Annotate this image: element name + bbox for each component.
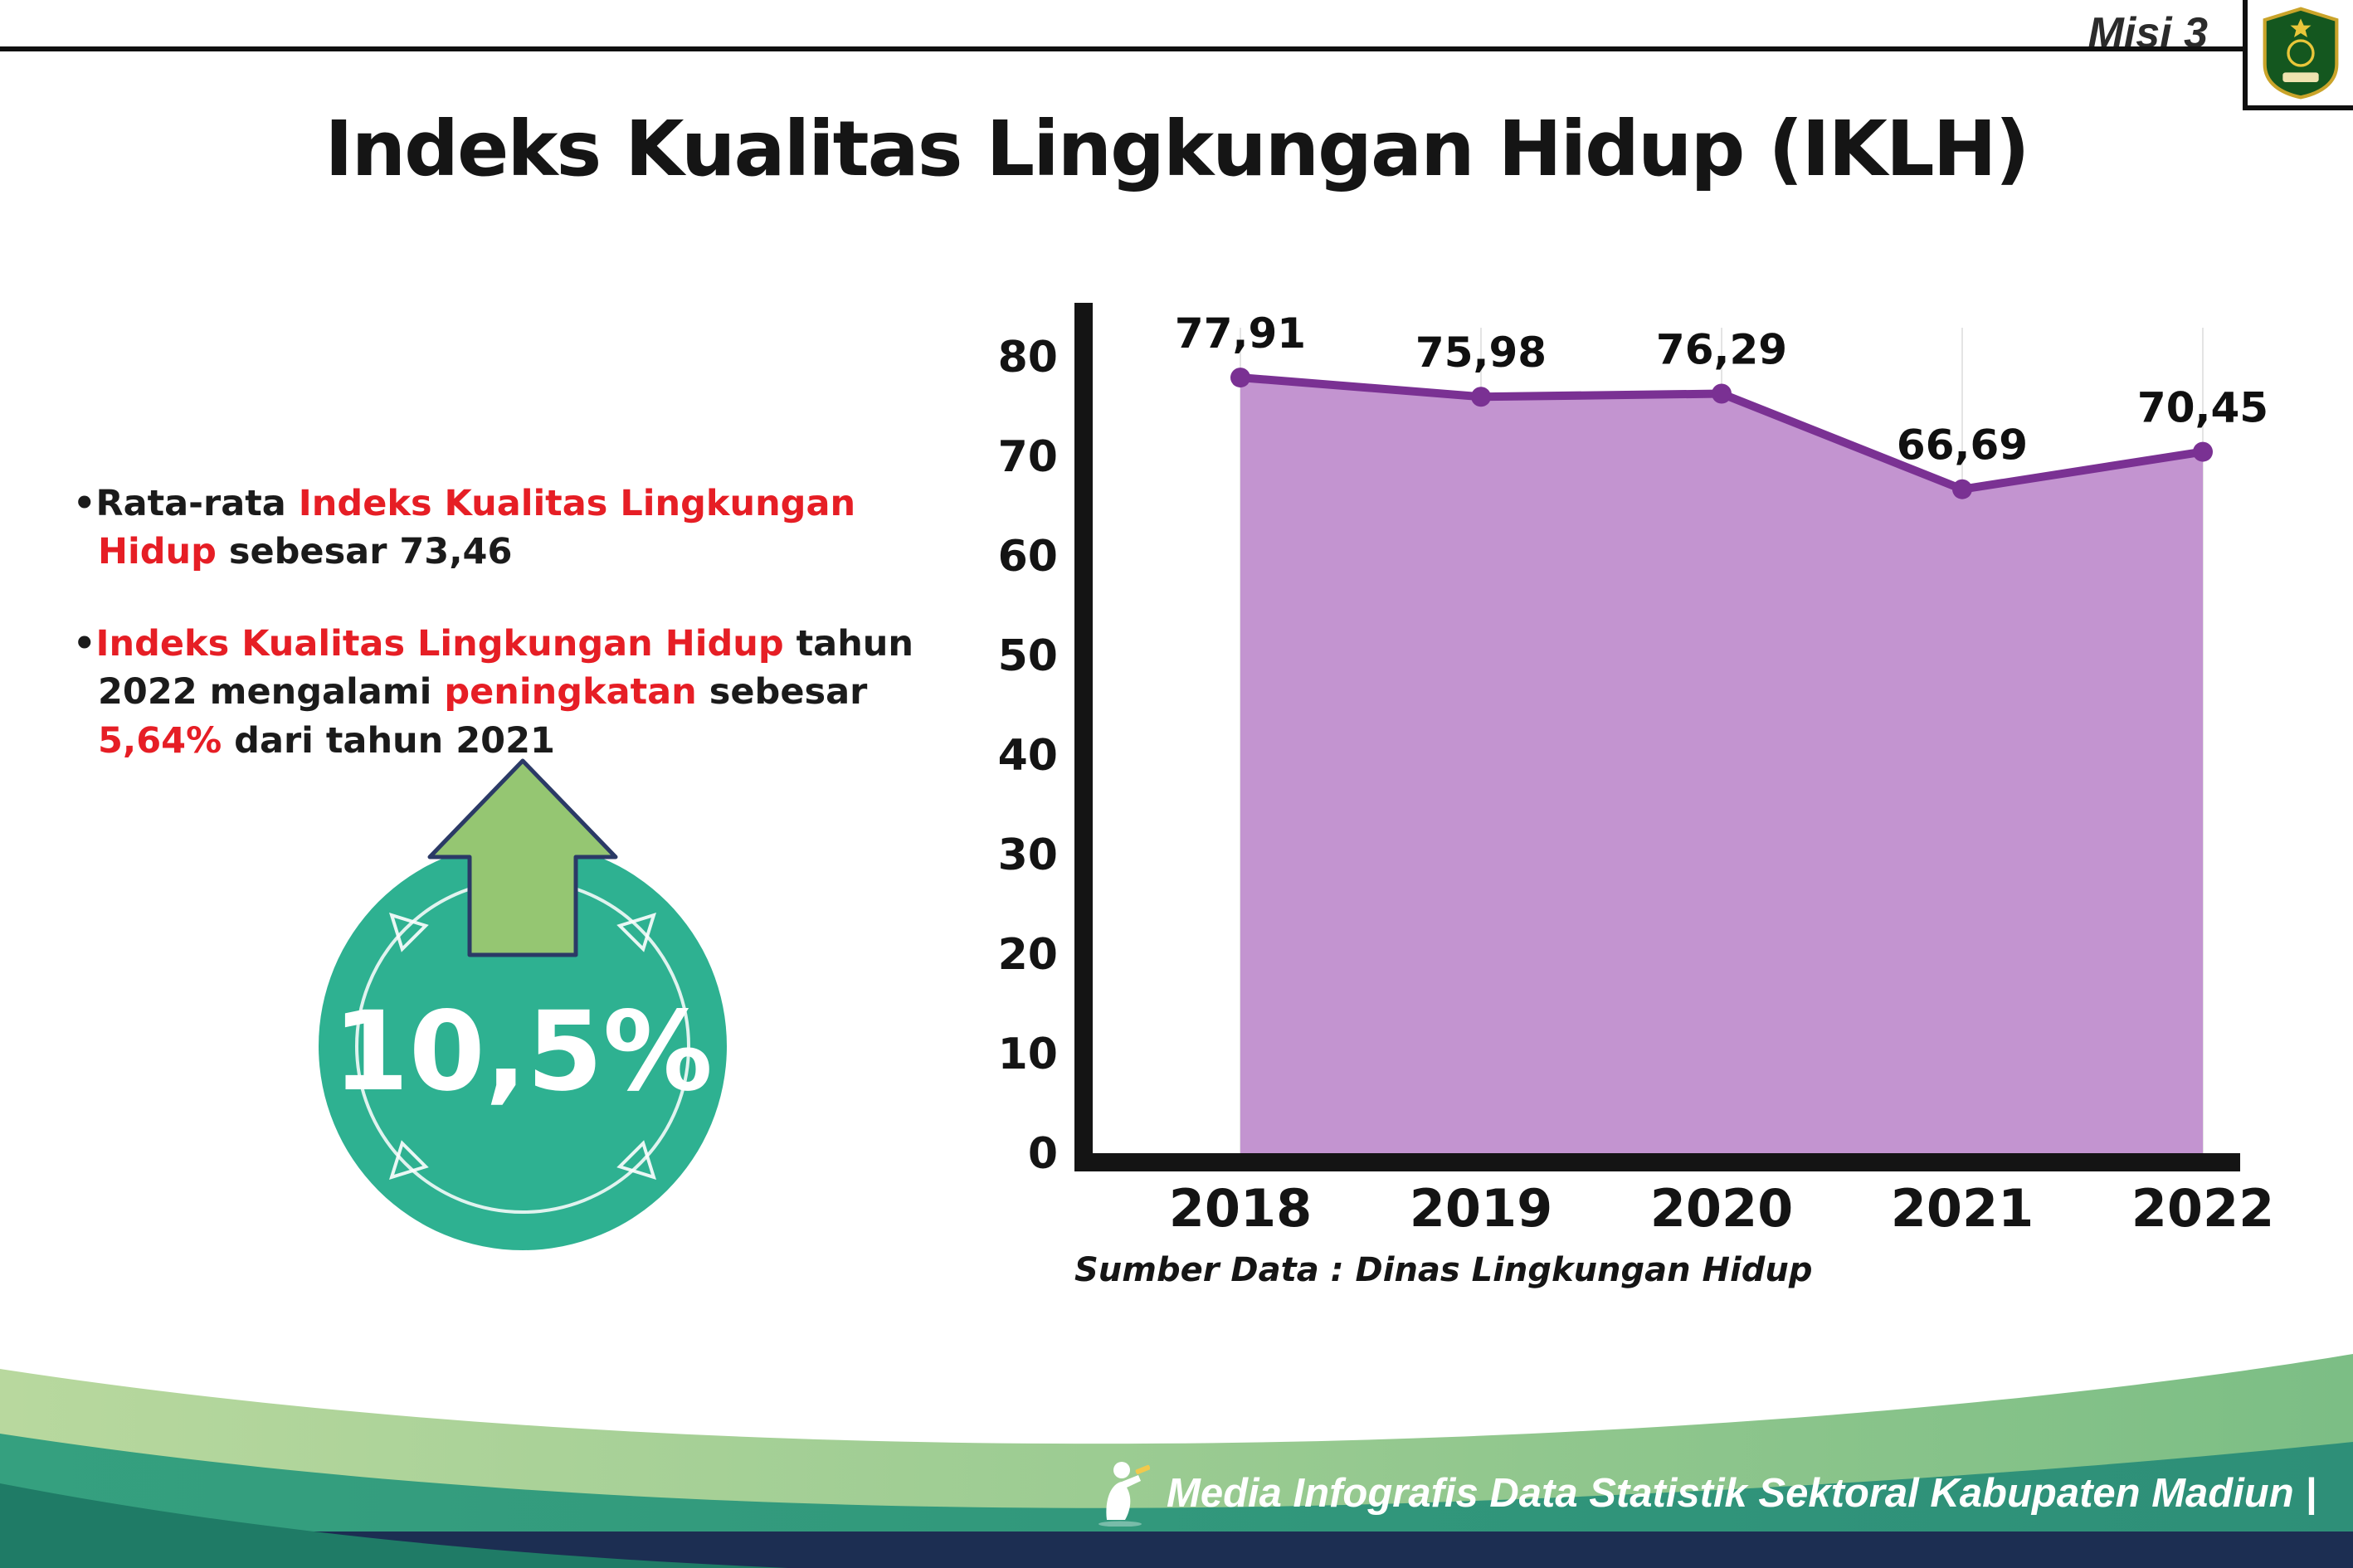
bullet-dot: • [73,483,96,524]
y-tick-label: 80 [998,333,1058,382]
chart-svg: 0 10 20 30 40 50 60 70 80 2018 2019 2020 2021 2022 77,… [998,303,2274,1239]
value-label: 77,91 [1175,309,1306,358]
page-title: Indeks Kualitas Lingkungan Hidup (IKLH) [324,105,2029,193]
bullet-average-tail: sebesar 73,46 [216,531,513,573]
data-source: Sumber Data : Dinas Lingkungan Hidup [1074,1251,1813,1289]
bullet-average-lead: Rata-rata [95,483,299,524]
kabupaten-madiun-logo [2263,6,2338,99]
x-tick-label: 2020 [1650,1178,1794,1239]
y-tick-label: 30 [998,830,1058,880]
y-tick-label: 60 [998,532,1058,582]
value-label: 76,29 [1656,326,1787,374]
bullet-average: •Rata-rata Indeks Kualitas Lingkungan Hi… [73,480,965,577]
footer-waves [0,1354,2353,1568]
x-tick-label: 2019 [1410,1178,1553,1239]
x-tick-label: 2022 [2131,1178,2273,1239]
value-label: 66,69 [1897,421,2028,470]
footer-corner-wave [0,1483,788,1568]
star-icon [2290,17,2311,37]
y-tick-label: 70 [998,432,1058,482]
ring-triangles [388,912,657,1181]
x-axis [1074,1153,2240,1171]
data-point [1471,387,1491,407]
data-point [2193,441,2213,462]
y-tick-label: 40 [998,731,1058,781]
x-tick-label: 2021 [1891,1178,2034,1239]
up-arrow-icon [427,758,618,957]
data-point [1952,479,1972,499]
iklh-area-chart: 0 10 20 30 40 50 60 70 80 2018 2019 2020 2021 2022 77,… [979,290,2274,1336]
area-fill [1240,377,2203,1153]
footer-credit-row: Media Infografis Data Statistik Sektoral… [1089,1460,2316,1527]
bullet-increase: •Indeks Kualitas Lingkungan Hidup tahun … [73,620,965,765]
y-axis [1074,303,1093,1171]
bullet-increase-text2: sebesar [696,671,868,713]
data-point [1712,383,1732,404]
infographic-person-icon [1099,1462,1151,1527]
y-tick-label: 50 [998,631,1058,681]
bullet-dot: • [73,622,96,665]
bullet-increase-text1: tahun 2022 mengalami [98,622,914,713]
y-tick-label: 0 [1028,1129,1058,1179]
value-label: 75,98 [1415,329,1547,377]
bullet-increase-highlight1: Indeks Kualitas Lingkungan Hidup [95,622,784,665]
increase-percentage: 10,5% [333,988,713,1116]
value-label: 70,45 [2137,384,2268,432]
x-tick-label: 2018 [1169,1178,1313,1239]
increase-badge: 10,5% [319,758,727,1250]
badge-circle [319,842,727,1250]
y-tick-label: 20 [998,930,1058,980]
header-divider [0,46,2245,51]
bullet-increase-text3: dari tahun 2021 [222,719,555,762]
y-tick-label: 10 [998,1030,1058,1079]
data-point [1230,368,1250,388]
bullet-average-highlight: Indeks Kualitas Lingkungan Hidup [98,483,856,573]
bullet-increase-highlight3: 5,64% [98,719,222,762]
summary-bullets: •Rata-rata Indeks Kualitas Lingkungan Hi… [73,480,965,808]
bullet-increase-highlight2: peningkatan [444,671,697,713]
logo-frame [2243,0,2353,110]
footer-credit-text: Media Infografis Data Statistik Sektoral… [1167,1471,2316,1516]
